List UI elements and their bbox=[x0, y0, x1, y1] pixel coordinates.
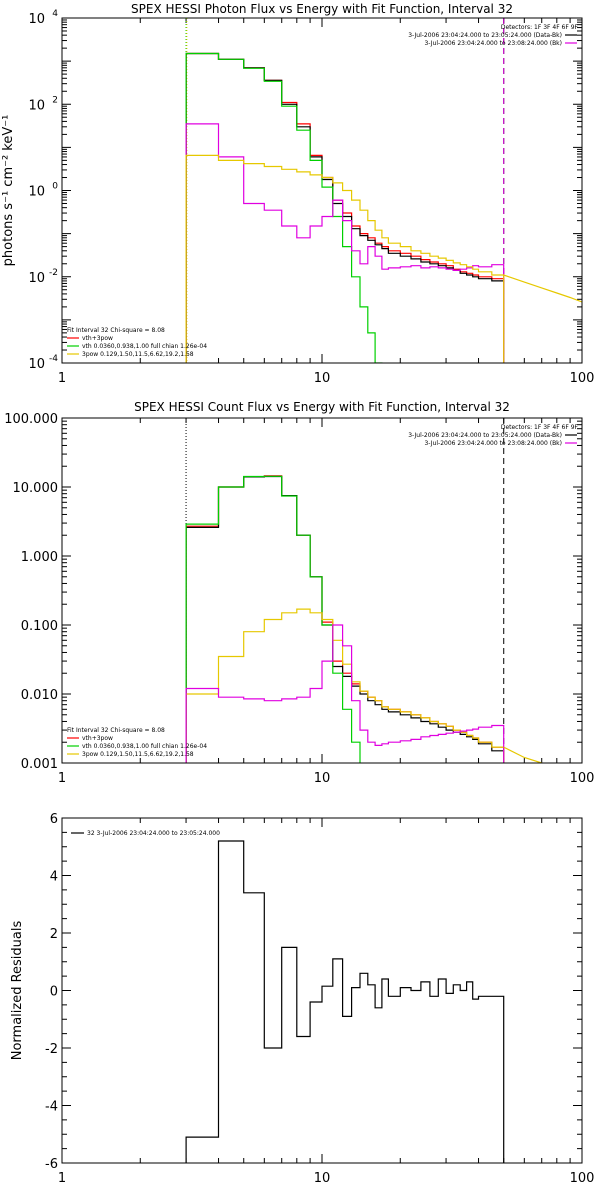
x-axis-ticks: 1 10 100 bbox=[58, 18, 595, 386]
series-red-0 bbox=[185, 52, 505, 363]
y-tick-label: 10 bbox=[28, 12, 45, 27]
legend-header: Detectors: 1F 3F 4F 6F 9F bbox=[501, 424, 579, 431]
x-tick-label: 10 bbox=[314, 1171, 331, 1186]
legend-entry-label: vth+3pow bbox=[82, 335, 113, 342]
legend-entry-label: vth 0.0360,0.938,1.00 full chian 1.26e-0… bbox=[82, 743, 207, 750]
x-axis-ticks: 1 10 100 bbox=[58, 818, 595, 1186]
series-yellow-4 bbox=[185, 154, 505, 363]
legend-entry-label: 3pow 0.129,1.50,11.5,6.62,19.2,1.58 bbox=[82, 351, 194, 358]
series-yellow-3 bbox=[185, 608, 505, 763]
series-yellow-5 bbox=[503, 746, 545, 763]
series-black-0 bbox=[185, 840, 505, 1163]
chart-title: SPEX HESSI Count Flux vs Energy with Fit… bbox=[134, 400, 510, 414]
y-tick-label: 6 bbox=[50, 812, 58, 827]
legend-header: Detectors: 1F 3F 4F 6F 9F bbox=[501, 24, 579, 31]
y-tick-label: 10.000 bbox=[13, 481, 59, 496]
y-tick-label: 2 bbox=[50, 927, 58, 942]
x-tick-label: 100 bbox=[570, 771, 595, 786]
legend-entry-label: 3-Jul-2006 23:04:24.000 to 23:08:24.000 … bbox=[424, 40, 562, 47]
y-tick-label: 0.010 bbox=[21, 688, 58, 703]
x-axis-ticks: 1 10 100 bbox=[58, 418, 595, 786]
x-tick-label: 1 bbox=[58, 371, 66, 386]
series-group bbox=[185, 840, 505, 1163]
plot-frame bbox=[61, 817, 583, 1164]
x-tick-label: 1 bbox=[58, 771, 66, 786]
y-tick-label: 100.000 bbox=[4, 412, 58, 427]
y-axis-ticks: -6 -4 -2 0 2 4 6 bbox=[45, 812, 582, 1172]
y-tick-label: -4 bbox=[45, 1100, 58, 1115]
legend-bottom: Fit Interval 32 Chi-square = 8.08vth+3po… bbox=[67, 727, 207, 758]
y-tick-label: 0 bbox=[50, 985, 58, 1000]
chart-panel-1: SPEX HESSI Photon Flux vs Energy with Fi… bbox=[1, 2, 594, 386]
legend-entry-label: 32 3-Jul-2006 23:04:24.000 to 23:05:24.0… bbox=[87, 830, 220, 837]
y-tick-label: 10 bbox=[28, 185, 45, 200]
legend-entry-label: 3-Jul-2006 23:04:24.000 to 23:08:24.000 … bbox=[424, 440, 562, 447]
reference-lines bbox=[185, 418, 505, 763]
legend-left: 32 3-Jul-2006 23:04:24.000 to 23:05:24.0… bbox=[71, 830, 220, 837]
y-tick-label: 1.000 bbox=[21, 550, 58, 565]
legend-entry-label: vth+3pow bbox=[82, 735, 113, 742]
y-axis-ticks: 0.001 0.010 0.100 1.000 10.000 100.000 bbox=[4, 412, 582, 772]
legend-entry-label: 3-Jul-2006 23:04:24.000 to 23:05:24.000 … bbox=[408, 32, 562, 39]
series-magenta-4 bbox=[185, 624, 505, 763]
series-green-2 bbox=[185, 475, 361, 763]
legend-header: Fit Interval 32 Chi-square = 8.08 bbox=[67, 327, 165, 334]
chart-panel-2: SPEX HESSI Count Flux vs Energy with Fit… bbox=[4, 400, 595, 786]
y-tick-label: 10 bbox=[28, 98, 45, 113]
legend-bottom: Fit Interval 32 Chi-square = 8.08vth+3po… bbox=[67, 327, 207, 358]
x-tick-label: 10 bbox=[314, 771, 331, 786]
y-tick-label: -6 bbox=[45, 1157, 58, 1172]
legend-entry-label: 3pow 0.129,1.50,11.5,6.62,19.2,1.58 bbox=[82, 751, 194, 758]
x-tick-label: 1 bbox=[58, 1171, 66, 1186]
y-tick-exponent: 4 bbox=[52, 9, 58, 19]
x-tick-label: 100 bbox=[570, 371, 595, 386]
y-axis-label: photons s⁻¹ cm⁻² keV⁻¹ bbox=[1, 115, 16, 267]
plot-frame bbox=[61, 417, 583, 764]
series-magenta-3 bbox=[185, 123, 505, 363]
series-red-0 bbox=[185, 475, 505, 763]
x-tick-label: 100 bbox=[570, 1171, 595, 1186]
legend-entry-label: 3-Jul-2006 23:04:24.000 to 23:05:24.000 … bbox=[408, 432, 562, 439]
y-tick-label: 10 bbox=[28, 357, 45, 372]
series-black-1 bbox=[185, 52, 505, 363]
y-tick-label: 10 bbox=[28, 271, 45, 286]
y-tick-label: 4 bbox=[50, 870, 58, 885]
y-tick-label: 0.001 bbox=[21, 757, 58, 772]
chart-panel-3: 1 10 100 -6 -4 -2 0 2 4 6 Normalized Residuals 32 3… bbox=[10, 812, 594, 1186]
y-axis-label: Normalized Residuals bbox=[10, 921, 25, 1061]
series-black-1 bbox=[185, 475, 505, 763]
chart-title: SPEX HESSI Photon Flux vs Energy with Fi… bbox=[131, 2, 513, 16]
series-group bbox=[185, 52, 582, 363]
y-tick-exponent: -2 bbox=[49, 268, 58, 278]
x-tick-label: 10 bbox=[314, 371, 331, 386]
series-group bbox=[185, 475, 545, 763]
y-tick-exponent: -4 bbox=[49, 354, 58, 364]
y-tick-label: 0.100 bbox=[21, 619, 58, 634]
plot-frame bbox=[61, 17, 583, 364]
legend-top: Detectors: 1F 3F 4F 6F 9F3-Jul-2006 23:0… bbox=[408, 24, 578, 47]
legend-header: Fit Interval 32 Chi-square = 8.08 bbox=[67, 727, 165, 734]
y-tick-exponent: 0 bbox=[52, 182, 58, 192]
legend-top: Detectors: 1F 3F 4F 6F 9F3-Jul-2006 23:0… bbox=[408, 424, 578, 447]
y-tick-label: -2 bbox=[45, 1042, 58, 1057]
y-tick-exponent: 2 bbox=[52, 95, 58, 105]
y-axis-ticks: 10 -4 10 -2 10 0 10 2 10 4 bbox=[28, 9, 582, 372]
legend-entry-label: vth 0.0360,0.938,1.00 full chian 1.26e-0… bbox=[82, 343, 207, 350]
series-green-2 bbox=[185, 52, 383, 363]
series-yellow-5 bbox=[503, 274, 582, 303]
